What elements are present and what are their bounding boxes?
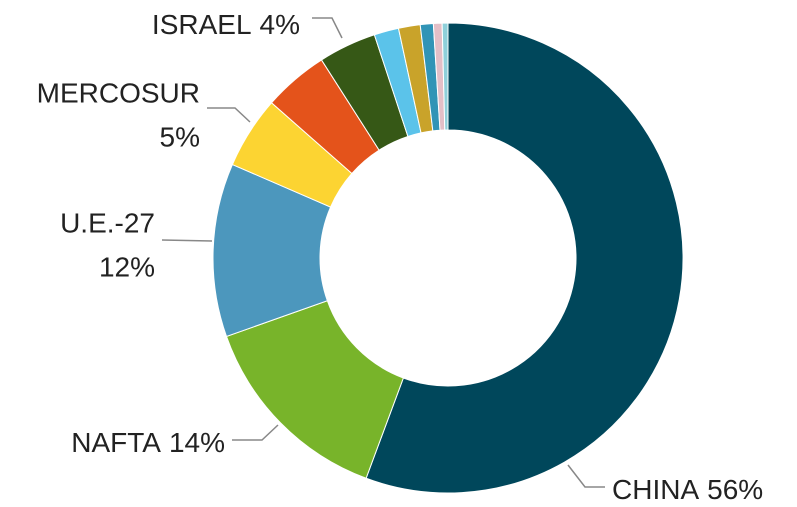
leader-line <box>567 464 605 488</box>
leader-lines <box>161 17 605 488</box>
leader-line <box>232 424 279 441</box>
slice-label: MERCOSUR <box>37 77 200 108</box>
slice-value-label: 12% <box>99 251 155 282</box>
slice-name: ISRAEL <box>152 9 252 40</box>
slice-name: NAFTA <box>71 427 161 458</box>
slice <box>365 22 684 494</box>
slice-value-label: 14% <box>169 427 225 458</box>
leader-line <box>207 107 251 123</box>
slice-value-label: 56% <box>707 474 763 505</box>
slice <box>441 22 449 131</box>
slice-name: CHINA <box>612 474 699 505</box>
slice <box>225 300 405 479</box>
slice-label: NAFTA 14% <box>71 427 225 458</box>
leader-line <box>161 239 213 242</box>
slice-label: CHINA 56% <box>612 474 763 505</box>
slice-label: U.E.-27 <box>60 207 155 238</box>
slice-value-label: 5% <box>160 121 200 152</box>
slice-value-label: 4% <box>260 9 300 40</box>
leader-line <box>312 17 343 39</box>
slice-label: ISRAEL 4% <box>152 9 300 40</box>
